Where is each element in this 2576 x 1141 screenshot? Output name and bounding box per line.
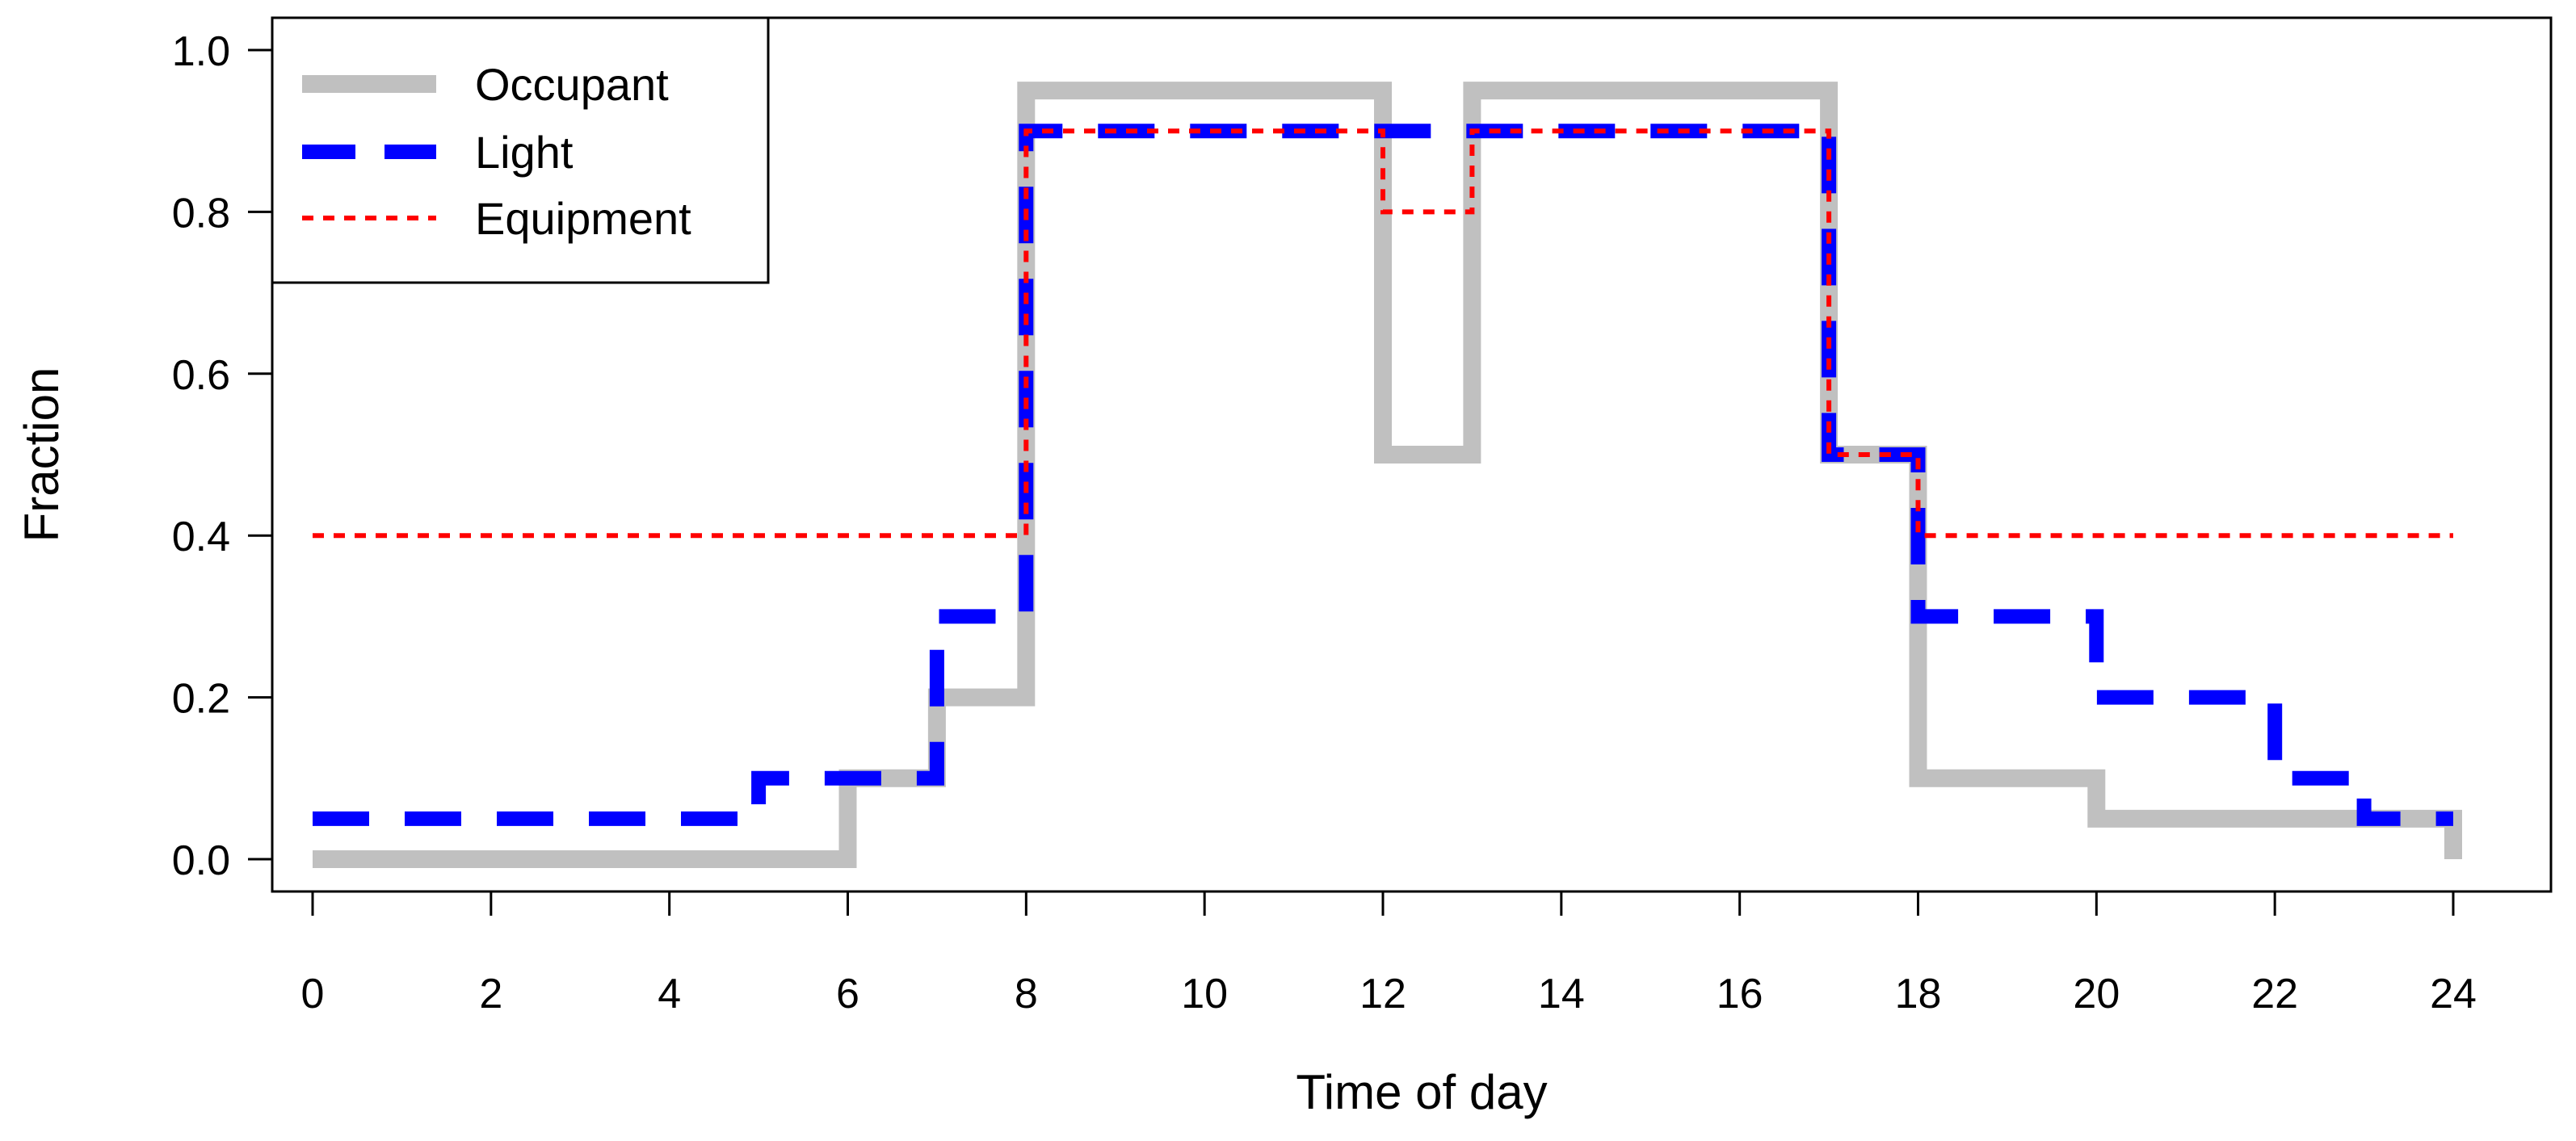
x-tick-label: 22 — [2251, 971, 2298, 1017]
series-line-equipment — [313, 128, 2453, 539]
legend-label-equipment: Equipment — [475, 193, 691, 244]
x-tick-label: 10 — [1181, 971, 1228, 1017]
x-tick-label: 24 — [2430, 971, 2477, 1017]
x-tick-label: 6 — [836, 971, 859, 1017]
y-tick-label: 0.2 — [172, 676, 230, 723]
legend-label-occupant: Occupant — [475, 59, 669, 110]
x-tick-label: 14 — [1538, 971, 1585, 1017]
y-axis-title: Fraction — [15, 367, 69, 543]
x-tick-label: 8 — [1015, 971, 1038, 1017]
x-tick-label: 20 — [2073, 971, 2120, 1017]
x-tick-label: 2 — [479, 971, 502, 1017]
y-tick-label: 0.4 — [172, 514, 230, 560]
x-tick-label: 16 — [1717, 971, 1763, 1017]
y-tick-label: 0.6 — [172, 352, 230, 399]
y-tick-label: 0.8 — [172, 190, 230, 237]
legend: Occupant Light Equipment — [271, 16, 770, 284]
x-tick-label: 4 — [658, 971, 681, 1017]
x-axis: 0 2 4 6 8 10 12 14 16 18 20 22 24 — [301, 890, 2477, 1017]
x-tick-label: 18 — [1895, 971, 1942, 1017]
series-layer — [313, 82, 2462, 868]
x-axis-title: Time of day — [1296, 1065, 1547, 1119]
x-tick-label: 12 — [1359, 971, 1406, 1017]
y-tick-label: 1.0 — [172, 28, 230, 75]
y-axis: 0.0 0.2 0.4 0.6 0.8 1.0 — [172, 28, 274, 884]
y-tick-label: 0.0 — [172, 837, 230, 884]
legend-label-light: Light — [475, 127, 574, 178]
x-tick-label: 0 — [301, 971, 325, 1017]
